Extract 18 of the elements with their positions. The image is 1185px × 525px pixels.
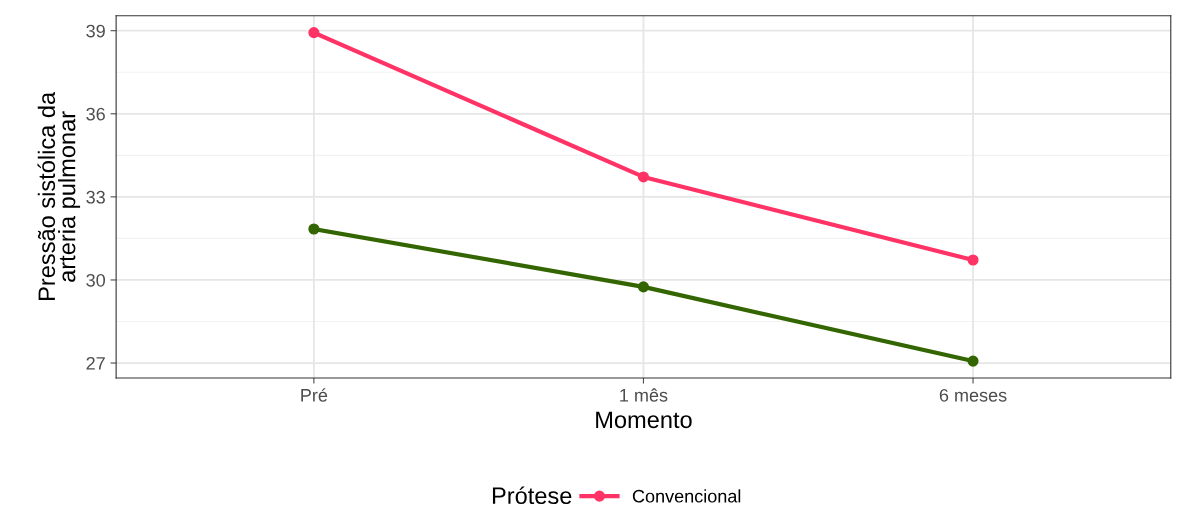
- x-axis-title: Momento: [596, 411, 692, 429]
- y-tick-label: 33: [86, 190, 105, 204]
- point: [967, 254, 979, 266]
- point: [637, 171, 650, 183]
- legend-label: Convencional: [632, 489, 741, 503]
- x-tick-label: 1 mês: [620, 388, 668, 402]
- x-tick-label: Pré: [301, 388, 328, 402]
- y-tick-label: 36: [86, 107, 105, 121]
- y-axis-title: Pressão sistólica da arteria pulmonar: [37, 91, 81, 300]
- y-tick-label: 30: [86, 273, 106, 287]
- point: [308, 27, 320, 39]
- y-tick-label: 27: [86, 356, 105, 370]
- y-tick-label: 39: [86, 24, 105, 38]
- x-tick-label: 6 meses: [939, 388, 1007, 402]
- legend-title: Prótese: [492, 486, 572, 505]
- point: [637, 281, 650, 293]
- point: [967, 355, 979, 367]
- point: [308, 223, 320, 235]
